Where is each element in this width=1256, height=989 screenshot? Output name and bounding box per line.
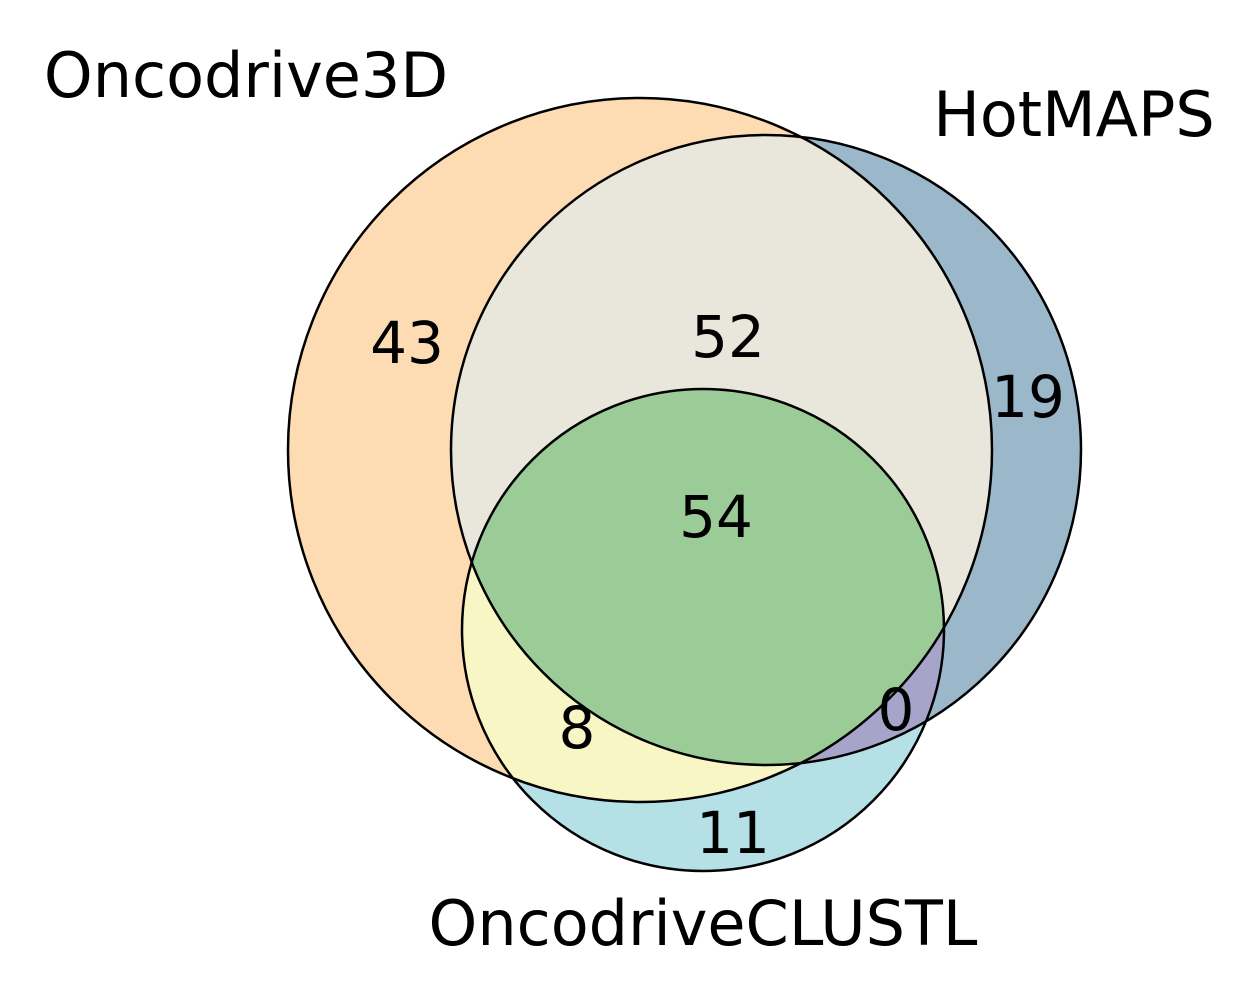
count-oncodrive3d-hotmaps: 52 <box>691 303 765 371</box>
set-label-oncodrive3d: Oncodrive3D <box>44 39 448 112</box>
count-hotmaps-oncodriveclustl: 0 <box>878 676 915 744</box>
count-oncodriveclustl-only: 11 <box>696 799 770 867</box>
count-all-three: 54 <box>679 483 753 551</box>
circle-oncodrive3d <box>286 96 994 804</box>
set-label-hotmaps: HotMAPS <box>933 78 1215 151</box>
count-oncodrive3d-only: 43 <box>370 309 444 377</box>
circle-oncodriveclustl <box>460 387 946 873</box>
set-label-oncodriveclustl: OncodriveCLUSTL <box>429 887 978 960</box>
count-hotmaps-only: 19 <box>991 363 1065 431</box>
circle-hotmaps <box>449 133 1083 767</box>
count-oncodrive3d-oncodriveclustl: 8 <box>559 694 596 762</box>
